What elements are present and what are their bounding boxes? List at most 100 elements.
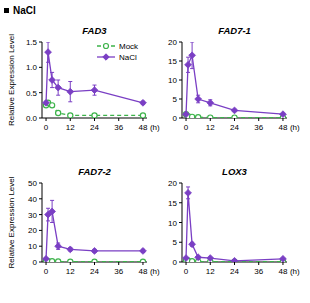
- x-tick: [142, 118, 143, 121]
- marker: [49, 259, 54, 262]
- x-tick: [234, 262, 235, 265]
- series-line: [186, 193, 283, 261]
- x-tick-label: 24: [230, 123, 239, 132]
- y-tick-label: 20: [168, 38, 177, 47]
- y-tick: [39, 198, 42, 199]
- y-tick-label: 5: [173, 95, 178, 104]
- chart-title: FAD7-2: [78, 166, 111, 177]
- x-axis-label: (h): [290, 267, 300, 276]
- error-cap: [68, 81, 72, 82]
- x-tick-label: 12: [66, 267, 75, 276]
- y-tick: [179, 99, 182, 100]
- marker: [195, 254, 202, 261]
- x-tick: [94, 262, 95, 265]
- series: [43, 42, 147, 106]
- y-tick: [39, 92, 42, 93]
- x-tick: [186, 262, 187, 265]
- error-cap: [50, 200, 54, 201]
- legend: MockNaCl: [97, 42, 139, 62]
- marker: [91, 248, 98, 255]
- marker: [68, 113, 73, 118]
- x-axis-label: (h): [150, 267, 160, 276]
- y-tick: [179, 183, 182, 184]
- y-tick-label: 0.5: [26, 89, 38, 98]
- series-line: [46, 52, 143, 103]
- marker: [49, 208, 56, 215]
- x-tick-label: 0: [44, 123, 49, 132]
- y-tick-label: 50: [28, 179, 37, 188]
- series-line: [46, 211, 143, 258]
- marker: [91, 87, 98, 94]
- error-cap: [46, 208, 50, 209]
- marker: [280, 111, 287, 118]
- chart: FAD7-105101520012243648(h): [168, 25, 300, 132]
- x-tick: [46, 118, 47, 121]
- marker: [183, 112, 188, 117]
- y-tick-label: 10: [28, 242, 37, 251]
- y-tick: [39, 214, 42, 215]
- bullet: [4, 8, 9, 13]
- x-tick-label: 48: [279, 267, 288, 276]
- x-tick: [70, 262, 71, 265]
- legend-label: Mock: [119, 42, 139, 51]
- legend-marker: [103, 54, 109, 60]
- header-title: NaCl: [13, 5, 36, 16]
- x-tick-label: 24: [90, 267, 99, 276]
- plot-area: [183, 187, 287, 262]
- series-line: [186, 55, 283, 114]
- x-tick: [118, 262, 119, 265]
- y-tick: [179, 80, 182, 81]
- y-tick-label: 20: [168, 179, 177, 188]
- y-tick: [179, 61, 182, 62]
- marker: [231, 107, 238, 114]
- error-cap: [56, 95, 60, 96]
- y-tick: [179, 222, 182, 223]
- error-cap: [186, 57, 190, 58]
- x-tick-label: 48: [139, 267, 148, 276]
- legend-marker: [104, 44, 109, 49]
- x-tick-label: 36: [114, 267, 123, 276]
- y-axis: [42, 42, 43, 118]
- y-tick: [179, 242, 182, 243]
- y-tick-label: 15: [168, 199, 177, 208]
- x-tick-label: 0: [44, 267, 49, 276]
- series: [183, 42, 287, 118]
- plot-area: [43, 42, 147, 118]
- chart: LOX305101520012243648(h): [168, 166, 300, 276]
- y-tick: [179, 262, 182, 263]
- x-axis-label: (h): [150, 123, 160, 132]
- marker: [55, 84, 62, 91]
- marker: [43, 99, 50, 106]
- y-tick-label: 30: [28, 211, 37, 220]
- x-tick: [142, 262, 143, 265]
- chart: FAD7-2Relative Expression Level010203040…: [7, 166, 160, 276]
- x-tick-label: 12: [206, 267, 215, 276]
- x-tick: [282, 118, 283, 121]
- marker: [55, 243, 62, 250]
- series: [43, 200, 147, 262]
- error-cap: [68, 101, 72, 102]
- marker: [45, 49, 52, 56]
- x-axis-label: (h): [290, 123, 300, 132]
- x-tick: [186, 118, 187, 121]
- y-tick: [39, 183, 42, 184]
- marker: [189, 241, 196, 248]
- marker: [49, 77, 56, 84]
- series: [43, 258, 145, 262]
- chart: FAD3Relative Expression Level0.00.51.01.…: [7, 25, 160, 132]
- y-tick: [39, 67, 42, 68]
- error-cap: [46, 42, 50, 43]
- x-tick-label: 48: [279, 123, 288, 132]
- marker: [49, 103, 54, 108]
- x-tick-label: 12: [66, 123, 75, 132]
- y-axis-label: Relative Expression Level: [7, 176, 16, 268]
- marker: [189, 114, 194, 118]
- marker: [231, 257, 238, 262]
- y-tick: [39, 262, 42, 263]
- y-tick-label: 5: [173, 238, 178, 247]
- marker: [92, 113, 97, 118]
- marker: [195, 96, 202, 103]
- x-tick: [210, 262, 211, 265]
- x-tick-label: 36: [114, 123, 123, 132]
- x-tick-label: 0: [184, 267, 189, 276]
